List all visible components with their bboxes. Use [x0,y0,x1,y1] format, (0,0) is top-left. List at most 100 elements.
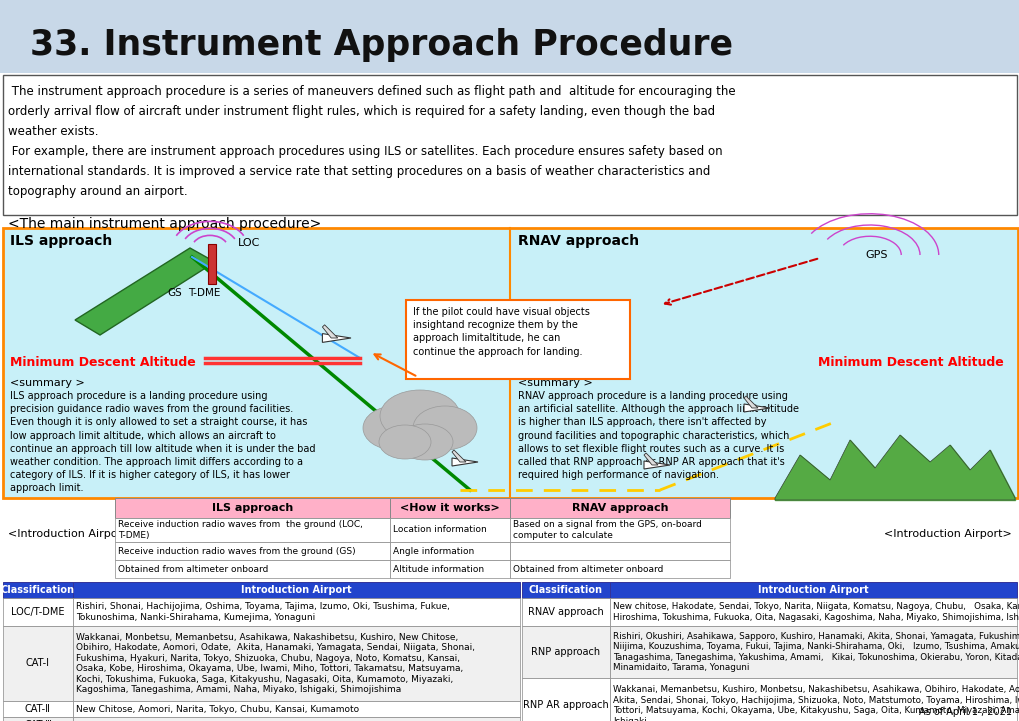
Text: The instrument approach procedure is a series of maneuvers defined such as fligh: The instrument approach procedure is a s… [8,85,735,98]
Polygon shape [75,248,215,335]
Text: Classification: Classification [529,585,602,595]
Text: Minimum Descent Altitude: Minimum Descent Altitude [10,356,196,369]
Text: CAT-Ⅱ: CAT-Ⅱ [25,704,51,714]
FancyBboxPatch shape [73,598,520,626]
FancyBboxPatch shape [510,498,730,518]
Text: LOC/T-DME: LOC/T-DME [11,607,64,617]
FancyBboxPatch shape [522,678,609,721]
Text: Location information: Location information [392,526,486,534]
Text: <summary >: <summary > [518,378,592,388]
Polygon shape [743,404,769,412]
FancyBboxPatch shape [115,542,389,560]
Ellipse shape [363,406,427,450]
FancyBboxPatch shape [609,678,1016,721]
FancyBboxPatch shape [3,228,1017,498]
Text: Rishiri, Okushiri, Asahikawa, Sapporo, Kushiro, Hanamaki, Akita, Shonai, Yamagat: Rishiri, Okushiri, Asahikawa, Sapporo, K… [612,632,1019,672]
Text: Receive induction radio waves from  the ground (LOC,
T-DME): Receive induction radio waves from the g… [118,521,363,540]
FancyBboxPatch shape [3,582,73,598]
Text: New chitose, Hakodate, Sendai, Tokyo, Narita, Niigata, Komatsu, Nagoya, Chubu,  : New chitose, Hakodate, Sendai, Tokyo, Na… [612,602,1019,622]
Ellipse shape [379,425,431,459]
Polygon shape [322,334,351,342]
Text: Wakkanai, Memanbetsu, Kushiro, Monbetsu, Nakashibetsu, Asahikawa, Obihiro, Hakod: Wakkanai, Memanbetsu, Kushiro, Monbetsu,… [612,686,1019,721]
Text: <Introduction Airport>: <Introduction Airport> [883,529,1011,539]
Text: LOC: LOC [237,238,260,248]
FancyBboxPatch shape [115,498,389,518]
Polygon shape [643,453,657,465]
Text: Wakkanai, Monbetsu, Memanbetsu, Asahikawa, Nakashibetsu, Kushiro, New Chitose,
O: Wakkanai, Monbetsu, Memanbetsu, Asahikaw… [76,633,475,694]
FancyBboxPatch shape [609,626,1016,678]
Text: If the pilot could have visual objects
insightand recognize them by the
approach: If the pilot could have visual objects i… [413,307,589,357]
Text: Receive induction radio waves from the ground (GS): Receive induction radio waves from the g… [118,547,356,555]
Text: RNP approach: RNP approach [531,647,600,657]
Text: international standards. It is improved a service rate that setting procedures o: international standards. It is improved … [8,165,709,178]
Text: ILS approach: ILS approach [10,234,112,248]
FancyBboxPatch shape [510,542,730,560]
Text: Minimum Descent Altitude: Minimum Descent Altitude [817,356,1003,369]
Text: ILS approach procedure is a landing procedure using
precision guidance radio wav: ILS approach procedure is a landing proc… [10,391,315,493]
Polygon shape [451,450,466,462]
Text: RNAV approach procedure is a landing procedure using
an artificial satellite. Al: RNAV approach procedure is a landing pro… [518,391,798,480]
Text: For example, there are instrument approach procedures using ILS or satellites. E: For example, there are instrument approa… [8,145,721,158]
FancyBboxPatch shape [609,598,1016,626]
FancyBboxPatch shape [208,244,216,284]
FancyBboxPatch shape [3,701,73,717]
Text: GS: GS [167,288,181,298]
FancyBboxPatch shape [3,75,1016,215]
Polygon shape [743,396,757,408]
FancyBboxPatch shape [389,498,510,518]
Text: RNAV approach: RNAV approach [572,503,667,513]
Text: Obtained from altimeter onboard: Obtained from altimeter onboard [513,565,662,573]
Text: Obtained from altimeter onboard: Obtained from altimeter onboard [118,565,268,573]
Text: GPS: GPS [864,250,887,260]
Polygon shape [643,461,669,469]
FancyBboxPatch shape [510,560,730,578]
FancyBboxPatch shape [3,717,73,721]
FancyBboxPatch shape [389,560,510,578]
Text: Altitude information: Altitude information [392,565,484,573]
FancyBboxPatch shape [115,560,389,578]
Text: <The main instrument approach procedure>: <The main instrument approach procedure> [8,217,321,231]
FancyBboxPatch shape [73,626,520,701]
Text: topography around an airport.: topography around an airport. [8,185,187,198]
FancyBboxPatch shape [0,0,1019,73]
Text: CAT-Ⅲ: CAT-Ⅲ [24,720,52,721]
Text: <summary >: <summary > [10,378,85,388]
FancyBboxPatch shape [406,300,630,379]
Text: Rishiri, Shonai, Hachijojima, Oshima, Toyama, Tajima, Izumo, Oki, Tsushima, Fuku: Rishiri, Shonai, Hachijojima, Oshima, To… [76,602,449,622]
Text: RNAV approach: RNAV approach [518,234,639,248]
Text: Classification: Classification [1,585,75,595]
Text: Introduction Airport: Introduction Airport [240,585,352,595]
Text: Angle information: Angle information [392,547,474,555]
FancyBboxPatch shape [522,582,609,598]
Text: ILS approach: ILS approach [212,503,292,513]
Text: CAT-Ⅰ: CAT-Ⅰ [25,658,50,668]
Text: weather exists.: weather exists. [8,125,99,138]
FancyBboxPatch shape [609,582,1016,598]
Polygon shape [451,458,478,466]
Text: <How it works>: <How it works> [399,503,499,513]
FancyBboxPatch shape [522,598,609,626]
Ellipse shape [380,390,460,442]
Ellipse shape [396,424,452,460]
FancyBboxPatch shape [115,518,389,542]
FancyBboxPatch shape [3,626,73,701]
FancyBboxPatch shape [73,717,520,721]
Polygon shape [322,324,337,338]
Text: Based on a signal from the GPS, on-board
computer to calculate: Based on a signal from the GPS, on-board… [513,521,701,540]
Text: T-DME: T-DME [187,288,220,298]
Text: New Chitose, Aomori, Narita, Tokyo, Chubu, Kansai, Kumamoto: New Chitose, Aomori, Narita, Tokyo, Chub… [76,704,359,714]
Text: orderly arrival flow of aircraft under instrument flight rules, which is require: orderly arrival flow of aircraft under i… [8,105,714,118]
Text: As of April 1 , 2021: As of April 1 , 2021 [918,707,1011,717]
Text: <Introduction Airport>: <Introduction Airport> [8,529,136,539]
FancyBboxPatch shape [389,542,510,560]
FancyBboxPatch shape [389,518,510,542]
Text: RNP AR approach: RNP AR approach [523,701,608,710]
FancyBboxPatch shape [73,582,520,598]
Ellipse shape [413,406,477,450]
Text: Introduction Airport: Introduction Airport [757,585,868,595]
Text: 33. Instrument Approach Procedure: 33. Instrument Approach Procedure [30,28,733,62]
FancyBboxPatch shape [3,598,73,626]
Text: RNAV approach: RNAV approach [528,607,603,617]
FancyBboxPatch shape [73,701,520,717]
FancyBboxPatch shape [522,626,609,678]
